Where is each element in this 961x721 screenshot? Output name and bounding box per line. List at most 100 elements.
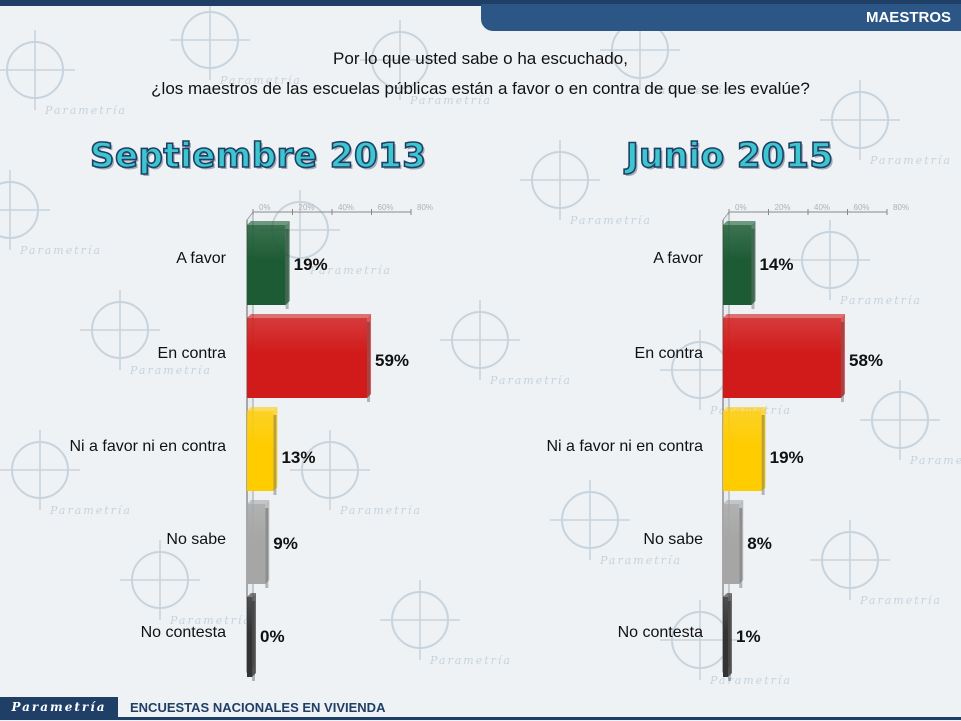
watermark-brand-text: Parametría	[44, 104, 127, 117]
bar-side	[751, 221, 756, 305]
bar-shadow	[728, 601, 731, 681]
category-label: Ni a favor ni en contra	[546, 438, 703, 455]
value-label: 0%	[260, 627, 285, 646]
value-label: 8%	[747, 534, 772, 553]
bar-top	[247, 407, 278, 411]
chart-title-2013: Septiembre 2013	[89, 135, 427, 177]
bar-top	[723, 221, 756, 225]
watermark-brand-text: Parametría	[49, 504, 132, 517]
watermark-brand-text: Parametría	[129, 364, 212, 377]
bar-side	[761, 407, 766, 491]
category-label: Ni a favor ni en contra	[69, 438, 226, 455]
bar-4	[247, 597, 252, 677]
x-tick-label: 20%	[299, 203, 315, 212]
watermark-brand-text: Parametría	[169, 614, 252, 627]
bar-top	[723, 407, 766, 411]
value-label: 19%	[294, 255, 328, 274]
watermark-brand-text: Parametría	[909, 454, 961, 467]
category-label: No sabe	[643, 531, 703, 548]
bar-side	[265, 500, 270, 584]
watermark-brand-text: Parametría	[489, 374, 572, 387]
chart-title-2015: Junio 2015	[625, 135, 834, 177]
category-label: No contesta	[618, 624, 703, 641]
bar-top	[247, 500, 270, 504]
bar-side	[285, 221, 290, 305]
x-tick-label: 0%	[735, 203, 747, 212]
section-label: MAESTROS	[865, 9, 951, 26]
x-tick-label: 0%	[259, 203, 271, 212]
bar-top	[723, 500, 744, 504]
watermark-brand-text: Parametría	[869, 154, 952, 167]
category-label: En contra	[158, 345, 227, 362]
bar-top	[247, 593, 256, 597]
watermark-brand-text: Parametría	[309, 264, 392, 277]
watermark-brand-text: Parametría	[859, 594, 942, 607]
bar-top	[723, 314, 845, 318]
x-tick-label: 60%	[854, 203, 870, 212]
category-label: A favor	[176, 250, 226, 267]
x-tick-label: 80%	[417, 203, 433, 212]
watermark-brand-text: Parametría	[409, 94, 492, 107]
category-label: En contra	[635, 345, 704, 362]
bar-top	[247, 314, 372, 318]
x-tick-label: 40%	[814, 203, 830, 212]
bar-4	[723, 597, 728, 677]
value-label: 13%	[281, 448, 315, 467]
bar-side	[739, 500, 744, 584]
value-label: 9%	[273, 534, 298, 553]
bar-shadow	[739, 508, 743, 588]
watermark-brand-text: Parametría	[429, 654, 512, 667]
bar-3	[723, 504, 740, 584]
bar-0	[723, 225, 752, 305]
x-tick-label: 20%	[775, 203, 791, 212]
footer-brand-logo: Parametría	[0, 697, 118, 717]
footer-line	[0, 717, 961, 720]
bar-1	[723, 318, 841, 398]
watermark-brand-text: Parametría	[569, 214, 652, 227]
bar-side	[728, 593, 732, 677]
x-tick-label: 40%	[338, 203, 354, 212]
bar-shadow	[840, 322, 844, 402]
chart-1: 0% 20% 40% 60% 80% A favor 14% En contra 58% Ni a…	[546, 203, 909, 681]
bar-side	[252, 593, 256, 677]
bar-shadow	[367, 322, 371, 402]
value-label: 58%	[849, 351, 883, 370]
bar-side	[273, 407, 278, 491]
watermark-brand-text: Parametría	[219, 74, 302, 87]
value-label: 19%	[770, 448, 804, 467]
bar-side	[367, 314, 372, 398]
bar-2	[723, 411, 762, 491]
bar-shadow	[285, 229, 289, 309]
bar-2	[247, 411, 274, 491]
footer: Parametría ENCUESTAS NACIONALES EN VIVIE…	[0, 697, 961, 721]
bar-top	[247, 221, 290, 225]
watermark-brand-text: Parametría	[709, 674, 792, 687]
watermark-brand-text: Parametría	[19, 244, 102, 257]
category-label: No sabe	[166, 531, 226, 548]
watermark-brand-text: Parametría	[839, 294, 922, 307]
bar-shadow	[252, 601, 255, 681]
value-label: 14%	[759, 255, 793, 274]
top-bar	[0, 0, 961, 6]
watermark-brand-text: Parametría	[339, 504, 422, 517]
bar-shadow	[273, 415, 277, 495]
section-tag: MAESTROS	[481, 4, 961, 31]
chart-0: 0% 20% 40% 60% 80% A favor 19% En contra 59% Ni a…	[69, 203, 433, 681]
bar-1	[247, 318, 368, 398]
value-label: 59%	[375, 351, 409, 370]
x-tick-label: 80%	[893, 203, 909, 212]
watermark-brand-text: Parametría	[599, 554, 682, 567]
footer-text: ENCUESTAS NACIONALES EN VIVIENDA	[130, 700, 386, 715]
bar-shadow	[265, 508, 269, 588]
category-label: No contesta	[141, 624, 226, 641]
bar-shadow	[761, 415, 765, 495]
question-line-2: ¿los maestros de las escuelas públicas e…	[151, 79, 810, 98]
value-label: 1%	[736, 627, 761, 646]
bar-3	[247, 504, 266, 584]
category-label: A favor	[653, 250, 703, 267]
watermark-brand-text: Parametría	[649, 84, 732, 97]
bar-0	[247, 225, 286, 305]
x-tick-label: 60%	[378, 203, 394, 212]
